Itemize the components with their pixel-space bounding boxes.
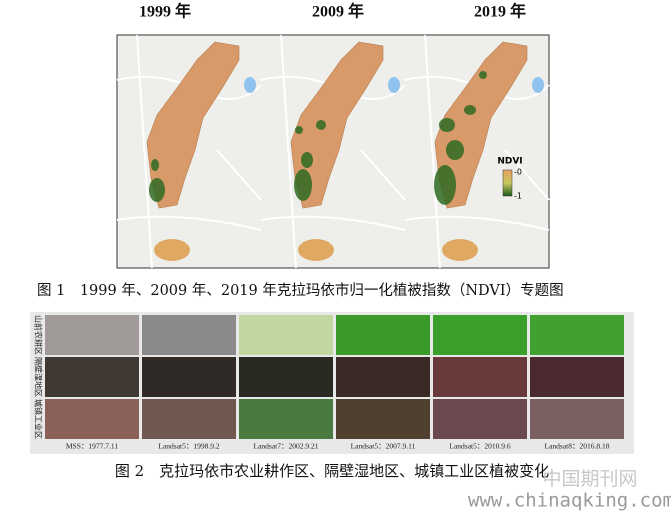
image-cell bbox=[336, 399, 430, 439]
vegetation bbox=[479, 71, 487, 79]
column-label: MSS：1977.7.11 bbox=[66, 442, 118, 451]
district-south bbox=[154, 239, 190, 261]
figure-caption: 图 1 1999 年、2009 年、2019 年克拉玛依市归一化植被指数（NDV… bbox=[37, 282, 564, 299]
district-south bbox=[442, 239, 478, 261]
lake bbox=[532, 77, 544, 93]
map-panel bbox=[116, 34, 262, 269]
vegetation bbox=[294, 169, 312, 201]
map-panel bbox=[404, 34, 550, 269]
column-label: Landsat7：2002.9.21 bbox=[254, 442, 319, 451]
image-cell bbox=[239, 399, 333, 439]
image-cell bbox=[45, 315, 139, 355]
column-label: Landsat5：2010.9.6 bbox=[449, 442, 510, 451]
image-cell bbox=[336, 357, 430, 397]
lake bbox=[244, 77, 256, 93]
image-cell bbox=[530, 399, 624, 439]
district bbox=[290, 41, 384, 209]
legend-bar bbox=[502, 169, 513, 197]
vegetation bbox=[151, 159, 159, 171]
watermark-site: 中国期刊网 bbox=[542, 468, 637, 490]
watermark-url: www.chinaqking.com bbox=[468, 490, 671, 512]
map-panel bbox=[260, 34, 406, 269]
district bbox=[146, 41, 240, 209]
image-cell bbox=[45, 357, 139, 397]
image-cell bbox=[239, 315, 333, 355]
legend-title: NDVI bbox=[497, 157, 522, 167]
lake bbox=[388, 77, 400, 93]
row-label: 城镇工业区 bbox=[34, 399, 44, 439]
legend: NDVI -0 -1 bbox=[497, 157, 522, 201]
column-label: Landsat5：1998.9.2 bbox=[158, 442, 219, 451]
district bbox=[434, 41, 528, 209]
vegetation bbox=[434, 165, 456, 205]
row-label: 山前农耕区 bbox=[34, 315, 44, 355]
image-cell bbox=[530, 357, 624, 397]
image-cell bbox=[142, 315, 236, 355]
image-cell bbox=[433, 357, 527, 397]
vegetation bbox=[295, 126, 303, 134]
vegetation bbox=[464, 105, 476, 115]
image-cell bbox=[142, 399, 236, 439]
vegetation bbox=[446, 140, 464, 160]
column-label: Landsat8：2016.8.18 bbox=[545, 442, 610, 451]
panel-label: 1999 年 bbox=[139, 2, 191, 21]
district-south bbox=[298, 239, 334, 261]
image-cell bbox=[336, 315, 430, 355]
image-cell bbox=[433, 399, 527, 439]
image-cell bbox=[45, 399, 139, 439]
vegetation bbox=[439, 118, 455, 132]
vegetation bbox=[301, 152, 313, 168]
legend-min: -1 bbox=[514, 192, 522, 201]
image-cell bbox=[142, 357, 236, 397]
image-cell bbox=[433, 315, 527, 355]
row-label: 隔壁湿地区 bbox=[34, 357, 44, 397]
vegetation bbox=[316, 120, 326, 130]
vegetation bbox=[149, 178, 165, 202]
image-cell bbox=[239, 357, 333, 397]
panel-label: 2019 年 bbox=[474, 2, 526, 21]
image-cell bbox=[530, 315, 624, 355]
legend-max: -0 bbox=[514, 168, 522, 177]
figure-caption: 图 2 克拉玛依市农业耕作区、隔壁湿地区、城镇工业区植被变化 bbox=[115, 462, 549, 480]
column-label: Landsat5：2007.9.11 bbox=[351, 442, 416, 451]
panel-label: 2009 年 bbox=[312, 2, 364, 21]
